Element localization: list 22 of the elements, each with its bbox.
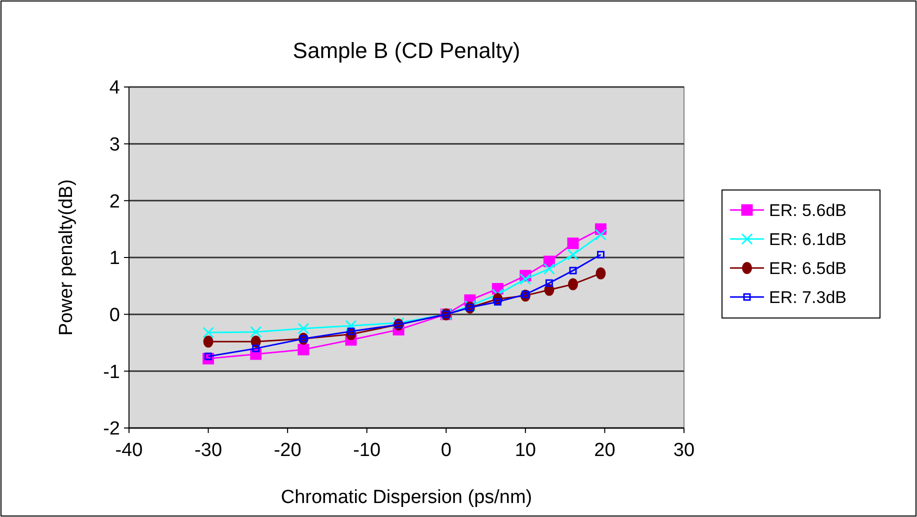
x-axis-title: Chromatic Dispersion (ps/nm) xyxy=(280,487,532,508)
y-tick-label: 0 xyxy=(109,304,120,326)
y-tick-label: -2 xyxy=(103,418,120,440)
x-tick-label: -40 xyxy=(115,440,143,461)
x-tick-label: 20 xyxy=(594,440,616,461)
x-tick-label: 30 xyxy=(673,440,695,461)
legend-label: ER: 6.1dB xyxy=(769,230,846,249)
y-tick-label: 4 xyxy=(109,78,120,99)
chart-title: Sample B (CD Penalty) xyxy=(292,38,520,63)
legend-label: ER: 5.6dB xyxy=(769,200,846,220)
legend-label: ER: 7.3dB xyxy=(769,288,846,307)
y-tick-label: 2 xyxy=(109,191,120,212)
x-tick-label: 10 xyxy=(514,440,536,461)
x-tick-label: 0 xyxy=(440,440,452,461)
x-tick-label: -30 xyxy=(194,440,222,461)
y-tick-label: -1 xyxy=(103,362,120,383)
y-tick-label: 3 xyxy=(109,134,120,156)
y-axis-title: Power penalty(dB) xyxy=(56,179,77,336)
x-tick-label: -10 xyxy=(353,440,381,461)
y-tick-label: 1 xyxy=(109,248,120,270)
x-tick-label: -20 xyxy=(274,440,302,461)
legend-label: ER: 6.5dB xyxy=(769,258,846,278)
